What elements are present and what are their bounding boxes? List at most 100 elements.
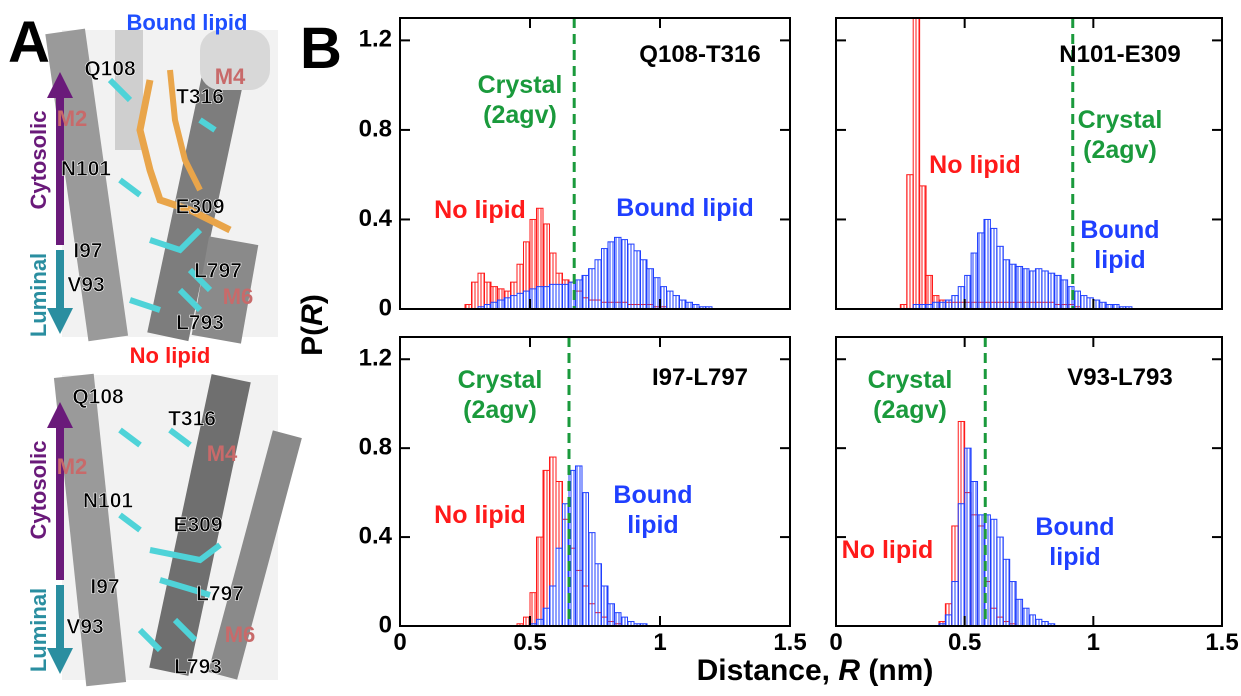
histogram-bar [588,532,596,626]
histogram-bar [620,239,628,309]
histogram-bar [996,536,1004,626]
x-axis-title: Distance, R (nm) [697,654,934,687]
histogram-bar [1047,272,1056,309]
histogram-bar [1041,270,1049,309]
histogram-bar [989,227,998,309]
reference-label: Crystal (2agv) [477,71,563,129]
histogram-bar [614,236,622,309]
panel-label: A [8,10,50,75]
histogram-bar [1028,270,1036,309]
x-tick-label: 1 [653,629,666,656]
y-axis-title-part: P( [296,326,329,356]
x-axis-title-part: R [838,654,860,687]
y-axis-title-part: ) [296,294,329,304]
panel-label: B [300,16,342,81]
residue-label: Q108 [84,58,136,81]
chart-title: Q108-T316 [639,41,760,68]
histogram-bar [477,272,485,309]
histogram-bar [575,465,583,626]
histogram-bar [503,297,511,309]
histogram-bar [614,612,622,626]
y-tick-label: 0 [379,294,392,321]
residue-label: I97 [73,240,102,263]
residue-label: I97 [90,576,119,599]
histogram-bar [536,286,544,309]
reference-label: Crystal (2agv) [457,366,543,424]
axes-frame [835,336,1223,627]
residue-label: E309 [175,196,224,219]
structure-image-bottom [53,373,302,687]
y-tick-label: 0.4 [359,205,393,232]
histogram-bar [1022,607,1030,626]
histogram-bar [588,268,596,309]
histogram-bar [1060,279,1069,309]
histogram-bar [1009,263,1017,309]
histogram-bar [919,185,927,309]
histogram-bar [672,295,680,309]
luminal-label: Luminal [26,588,51,672]
histogram-bar [925,274,933,309]
histogram-bar [607,241,615,309]
residue-label: L793 [176,312,224,335]
histogram-bar [938,301,946,309]
histogram-bar [607,603,615,626]
histogram-bar [977,514,985,626]
histogram-bar [646,268,654,309]
x-tick-label: 1.5 [1205,629,1238,656]
residue-label: N101 [83,490,134,513]
histogram-bar [594,563,602,626]
histogram-bar [633,250,641,309]
reference-label: Crystal (2agv) [1077,106,1163,164]
histogram-bar [516,292,524,309]
histogram-bar [932,301,940,309]
axes-frame [399,17,791,310]
series-label: Bound lipid [1080,216,1160,274]
histogram-bar [1034,268,1043,309]
chart-title: N101-E309 [1059,41,1180,68]
histogram-bar [490,301,498,309]
histogram-bar [620,616,628,626]
x-axis-title-part: Distance, [697,654,839,687]
histogram-bar [575,279,583,309]
histogram-bar [951,295,959,309]
x-tick-label: 0.5 [948,629,981,656]
histogram-bar [536,536,544,626]
histogram-bar [542,286,550,309]
histogram-bar [581,492,589,626]
helix-label: M4 [215,64,246,89]
axes-frame [835,17,1223,310]
plot-area [464,207,713,309]
histogram-bar [964,447,972,626]
y-tick-label: 1.2 [359,345,392,372]
histogram-bar [944,299,953,309]
histogram-bar [555,547,563,626]
y-axis-title: P(R) [296,294,329,356]
histogram-bar [1099,301,1107,309]
residue-label: T316 [176,86,224,109]
histogram-bar [989,518,998,626]
histogram-bar [977,232,985,309]
helix-label: M6 [225,622,256,647]
y-tick-label: 0 [379,611,392,638]
histogram-bar [549,585,557,626]
histogram-bar [906,174,914,309]
histogram-bar [640,259,648,309]
histogram-bar [1073,290,1081,309]
x-tick-label: 0 [393,629,406,656]
histogram-bar [1034,618,1043,626]
histogram-bar [1079,295,1088,309]
reference-label: Crystal (2agv) [867,366,953,424]
series-label: Bound lipid [616,194,754,222]
histogram-bar [542,469,550,626]
histogram-bar [497,299,505,309]
helix-label: M4 [207,441,238,466]
histogram-bar [542,607,550,626]
histogram-bar [944,614,953,626]
y-tick-label: 0.8 [359,115,392,142]
histogram-bar [1028,614,1036,626]
histogram-bar [471,281,479,309]
histogram-bar [957,503,966,626]
histogram-bar [983,218,991,309]
